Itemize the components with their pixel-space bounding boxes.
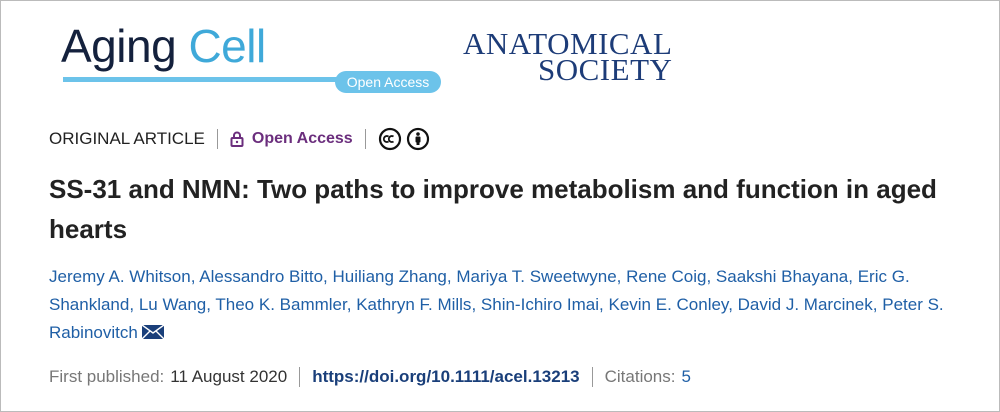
author-separator: , bbox=[616, 267, 622, 286]
separator bbox=[216, 129, 218, 149]
author-link[interactable]: Mariya T. Sweetwyne bbox=[456, 267, 617, 286]
author-link[interactable]: Eric G. Shankland bbox=[49, 267, 910, 314]
email-icon[interactable] bbox=[141, 324, 165, 340]
author-separator: , bbox=[728, 295, 733, 314]
author-separator: , bbox=[323, 267, 328, 286]
open-access[interactable]: Open Access bbox=[251, 130, 353, 147]
journal-logo: Aging Cell bbox=[61, 19, 266, 73]
doi-link[interactable]: https://doi.org/10.1111/acel.13213 bbox=[312, 367, 580, 386]
author-link[interactable]: David J. Marcinek bbox=[737, 295, 873, 314]
author-link[interactable]: Kathryn F. Mills bbox=[356, 295, 472, 314]
citations-count[interactable]: 5 bbox=[681, 367, 691, 386]
published-date: 11 August 2020 bbox=[170, 367, 288, 386]
author-link[interactable]: Rene Coig bbox=[626, 267, 707, 286]
author-link[interactable]: Huiliang Zhang bbox=[332, 267, 447, 286]
logo-bar bbox=[63, 77, 343, 82]
separator bbox=[364, 129, 366, 149]
author-separator: , bbox=[706, 267, 712, 286]
logo-word: Aging bbox=[61, 20, 177, 72]
open-access-badge: Open Access bbox=[335, 71, 441, 93]
publication-info: First published: 11 August 2020 https://… bbox=[49, 367, 691, 387]
author-link[interactable]: Theo K. Bammler bbox=[215, 295, 347, 314]
author-separator: , bbox=[346, 295, 352, 314]
society-line: ANATOMICAL bbox=[463, 26, 673, 61]
citations-label: Citations: bbox=[604, 367, 676, 386]
author-list: Jeremy A. Whitson, Alessandro Bitto, Hui… bbox=[49, 263, 964, 347]
author-link[interactable]: Alessandro Bitto bbox=[199, 267, 324, 286]
author-separator: , bbox=[190, 267, 196, 286]
separator bbox=[591, 367, 593, 387]
article-meta: ORIGINAL ARTICLE Open Access bbox=[49, 127, 430, 151]
author-separator: , bbox=[471, 295, 477, 314]
author-link[interactable]: Jeremy A. Whitson bbox=[49, 267, 191, 286]
society-logo: ANATOMICAL SOCIETY bbox=[463, 26, 673, 87]
author-link[interactable]: Kevin E. Conley bbox=[608, 295, 729, 314]
separator bbox=[299, 367, 301, 387]
author-separator: , bbox=[129, 295, 135, 314]
author-separator: , bbox=[848, 267, 853, 286]
published-label: First published: bbox=[49, 367, 165, 386]
author-separator: , bbox=[446, 267, 452, 286]
author-link[interactable]: Shin-Ichiro Imai bbox=[480, 295, 600, 314]
article-title: SS-31 and NMN: Two paths to improve meta… bbox=[49, 174, 937, 244]
author-separator: , bbox=[599, 295, 604, 314]
society-line: SOCIETY bbox=[538, 52, 673, 87]
author-link[interactable]: Saakshi Bhayana bbox=[715, 267, 849, 286]
lock-icon bbox=[230, 131, 244, 147]
author-link[interactable]: Peter S. Rabinovitch bbox=[49, 295, 944, 342]
author-separator: , bbox=[206, 295, 211, 314]
logo-word: Cell bbox=[188, 20, 266, 72]
article-type: ORIGINAL ARTICLE bbox=[49, 129, 205, 148]
author-separator: , bbox=[872, 295, 878, 314]
author-link[interactable]: Lu Wang bbox=[138, 295, 207, 314]
license-icons[interactable] bbox=[378, 127, 430, 151]
